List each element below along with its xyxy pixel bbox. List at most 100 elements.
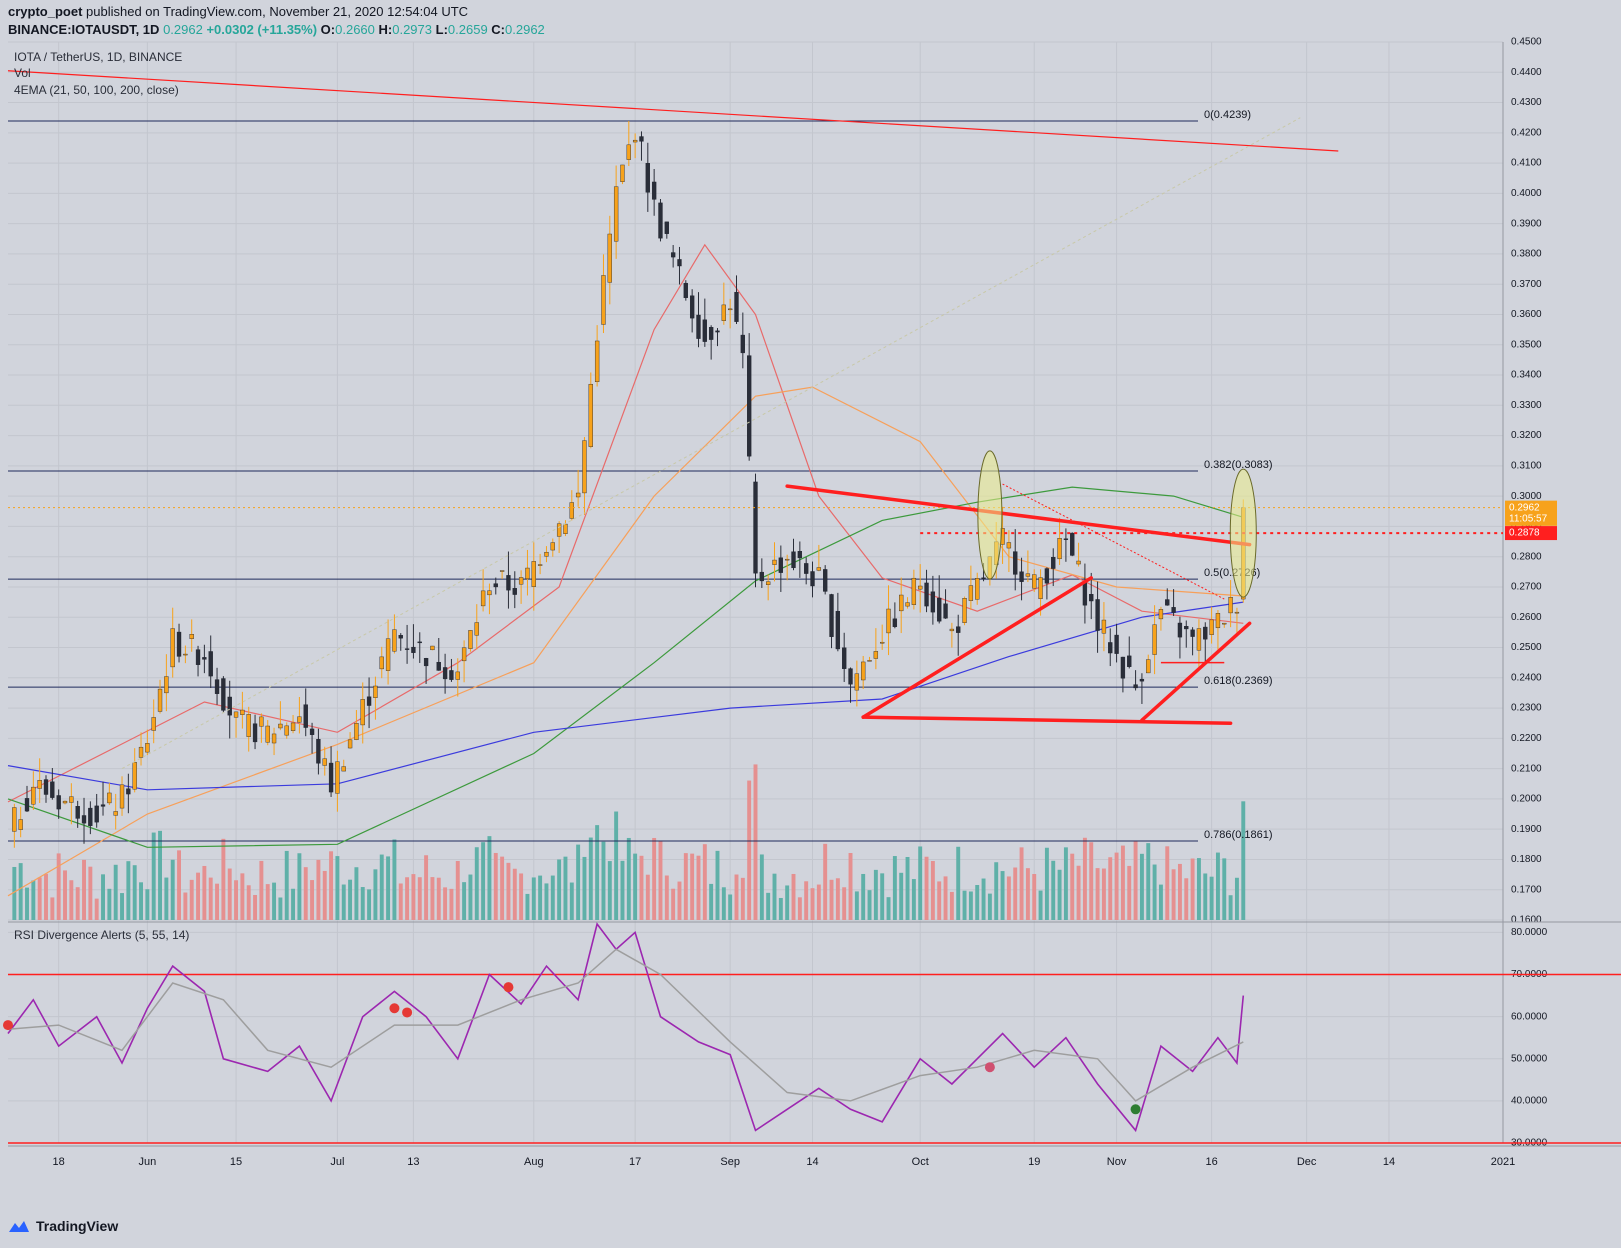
volume-bar <box>595 825 600 920</box>
candle <box>981 577 986 579</box>
volume-bar <box>481 842 486 920</box>
candle <box>290 722 296 731</box>
price-axis-tick: 0.2600 <box>1511 612 1542 623</box>
volume-bar <box>582 856 587 920</box>
x-tick-label: Oct <box>912 1156 929 1168</box>
candle <box>214 679 220 694</box>
candle <box>442 667 448 680</box>
volume-bar <box>196 872 201 920</box>
rsi-pane[interactable] <box>8 924 1503 1143</box>
volume-bar <box>721 887 726 920</box>
price-axis-tick: 0.2400 <box>1511 672 1542 683</box>
price-axis-tick: 0.1600 <box>1511 915 1542 926</box>
volume-bar <box>918 846 923 920</box>
volume-bar <box>842 887 847 920</box>
candle <box>810 571 815 587</box>
volume-bar <box>417 877 422 920</box>
long-trendline <box>7 70 1339 152</box>
candle <box>271 733 277 744</box>
price-label: 0.2878 <box>1509 528 1540 539</box>
candle <box>341 766 346 772</box>
candle <box>766 581 771 585</box>
candle <box>493 583 498 588</box>
rsi-axis-tick: 60.0000 <box>1511 1011 1548 1022</box>
volume-bar <box>139 882 143 920</box>
volume-bar <box>829 879 834 920</box>
volume-bar <box>1057 869 1062 920</box>
tradingview-brand[interactable]: TradingView <box>8 1218 118 1234</box>
candle <box>1070 532 1075 556</box>
publisher-name[interactable]: crypto_poet <box>8 4 83 19</box>
candle <box>696 314 701 339</box>
volume-bar <box>101 874 105 920</box>
volume-bar <box>658 840 663 920</box>
volume-bar <box>1038 890 1043 920</box>
candle <box>316 738 321 764</box>
volume-bar <box>132 865 137 920</box>
price-axis-tick: 0.1700 <box>1511 884 1542 895</box>
candle <box>221 678 226 711</box>
candle <box>480 590 486 607</box>
volume-bar <box>911 879 916 920</box>
triangle-lower-line-1 <box>861 576 1093 719</box>
candle <box>658 202 663 239</box>
volume-bar <box>753 764 758 920</box>
tradingview-logo-icon <box>9 1221 29 1232</box>
candle <box>379 656 384 670</box>
volume-bar <box>728 894 733 920</box>
candle <box>791 551 796 569</box>
candle <box>537 564 543 566</box>
candle <box>170 628 175 668</box>
volume-bar <box>1215 852 1220 920</box>
volume-bar <box>227 868 232 920</box>
x-tick-label: Jul <box>330 1156 344 1168</box>
volume-bar <box>259 860 264 920</box>
candle <box>461 647 467 662</box>
open-label: O: <box>320 22 336 37</box>
candle <box>918 585 923 590</box>
candle <box>867 660 872 662</box>
volume-bar <box>1044 847 1049 920</box>
volume-bar <box>360 887 365 920</box>
volume-bar <box>690 853 695 920</box>
candle <box>601 275 606 325</box>
volume-bar <box>867 890 872 920</box>
volume-bar <box>949 891 954 920</box>
candle <box>772 559 777 565</box>
candle <box>1215 613 1221 629</box>
price-axis-tick: 0.2100 <box>1511 763 1542 774</box>
candle <box>88 807 93 826</box>
volume-bar <box>550 875 555 920</box>
volume-bar <box>278 897 283 920</box>
candle <box>835 610 841 650</box>
candle <box>119 784 125 809</box>
low-label: L: <box>435 22 448 37</box>
candle <box>1095 599 1100 631</box>
volume-bar <box>696 855 701 920</box>
volume-bar <box>677 881 682 920</box>
price-axis-tick: 0.4100 <box>1511 158 1542 169</box>
volume-bar <box>107 888 112 920</box>
candle <box>392 629 397 652</box>
candle <box>107 792 112 804</box>
x-tick-label: 14 <box>806 1156 818 1168</box>
header-publish-line: crypto_poet published on TradingView.com… <box>8 4 468 19</box>
legend-text: Vol <box>14 66 31 80</box>
volume-bar <box>183 892 188 920</box>
price-axis-tick: 0.4400 <box>1511 67 1542 78</box>
volume-bar <box>145 889 150 920</box>
candle <box>778 557 784 573</box>
volume-bar <box>1190 858 1195 920</box>
candle <box>829 594 834 637</box>
volume-bar <box>962 890 967 920</box>
volume-bar <box>126 861 131 920</box>
symbol[interactable]: BINANCE:IOTAUSDT, 1D <box>8 22 160 37</box>
candle <box>189 634 194 639</box>
volume-bar <box>525 893 530 920</box>
candle <box>512 588 517 595</box>
volume-bar <box>810 888 815 920</box>
volume-bar <box>265 884 270 920</box>
price-axis-tick: 0.1800 <box>1511 854 1542 865</box>
volume-bar <box>848 852 853 920</box>
chart-canvas[interactable]: 18 Jun 15 Jul 13 Aug 17 Sep 14 Oct 19 Nov 16 Dec 14 202… <box>0 0 1621 1208</box>
